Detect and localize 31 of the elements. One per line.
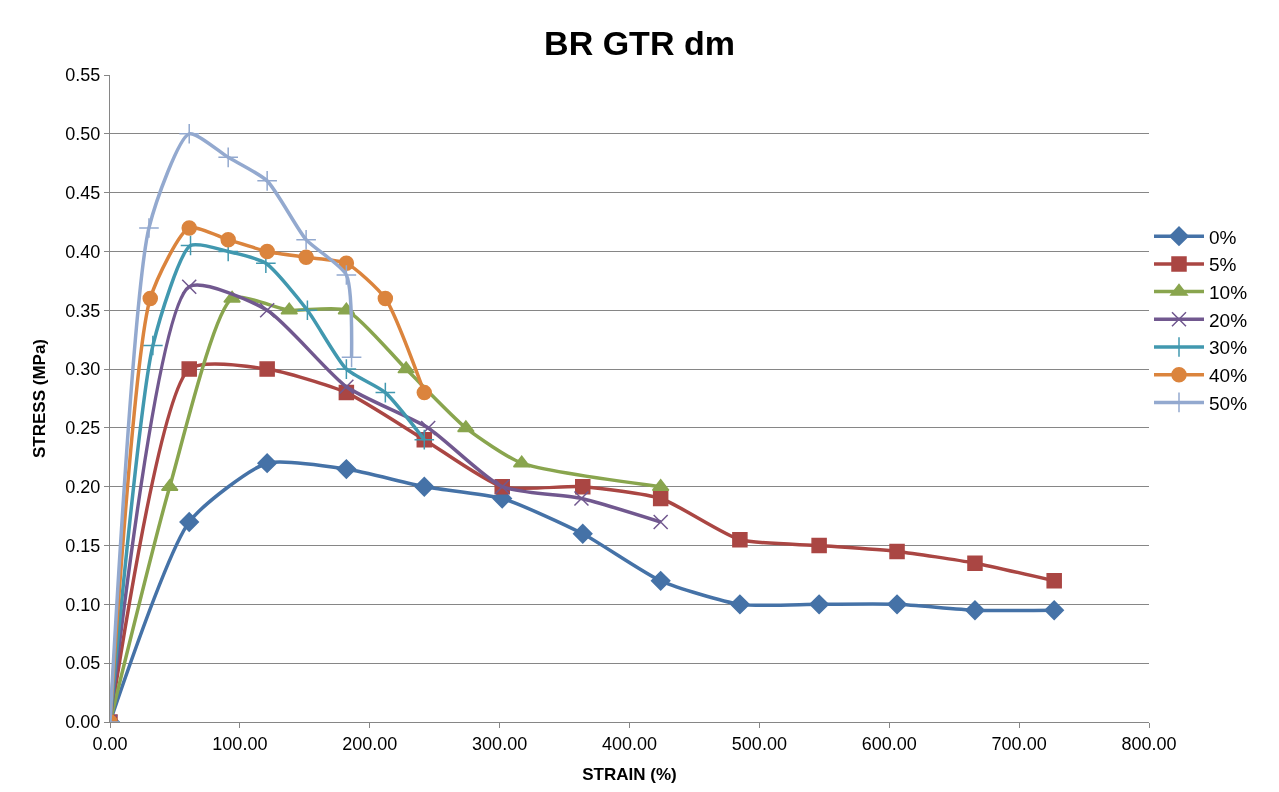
y-tick-label: 0.05 xyxy=(65,653,101,674)
legend-label: 40% xyxy=(1209,365,1248,387)
x-tick-label: 700.00 xyxy=(991,733,1047,754)
y-tick-label: 0.50 xyxy=(65,124,101,145)
x-tick-label: 300.00 xyxy=(472,733,528,754)
legend-label: 10% xyxy=(1209,282,1248,303)
y-tick-label: 0.35 xyxy=(65,300,101,321)
x-tick-label: 100.00 xyxy=(212,733,268,754)
y-tick-label: 0.30 xyxy=(65,359,101,380)
y-tick-label: 0.00 xyxy=(65,712,101,733)
x-tick-label: 200.00 xyxy=(342,733,398,754)
y-tick-label: 0.25 xyxy=(65,418,101,439)
legend-label: 50% xyxy=(1209,392,1248,414)
legend-label: 0% xyxy=(1209,226,1237,248)
legend-label: 5% xyxy=(1209,254,1237,276)
y-tick-label: 0.20 xyxy=(65,477,101,498)
y-tick-label: 0.40 xyxy=(65,241,101,262)
legend-label: 20% xyxy=(1209,309,1248,331)
chart-title: BR GTR dm xyxy=(544,24,735,63)
legend-label: 30% xyxy=(1209,337,1248,359)
x-tick-label: 400.00 xyxy=(601,733,658,754)
y-tick-label: 0.10 xyxy=(65,594,101,615)
y-tick-label: 0.55 xyxy=(65,65,101,86)
y-tick-label: 0.45 xyxy=(65,182,101,203)
y-tick-label: 0.15 xyxy=(65,535,101,556)
x-tick-label: 0.00 xyxy=(92,733,128,754)
x-tick-label: 600.00 xyxy=(861,733,917,754)
y-axis-title: STRESS (MPa) xyxy=(29,338,49,459)
x-axis-title: STRAIN (%) xyxy=(582,765,677,784)
x-tick-label: 800.00 xyxy=(1121,733,1177,754)
x-tick-label: 500.00 xyxy=(731,733,787,754)
